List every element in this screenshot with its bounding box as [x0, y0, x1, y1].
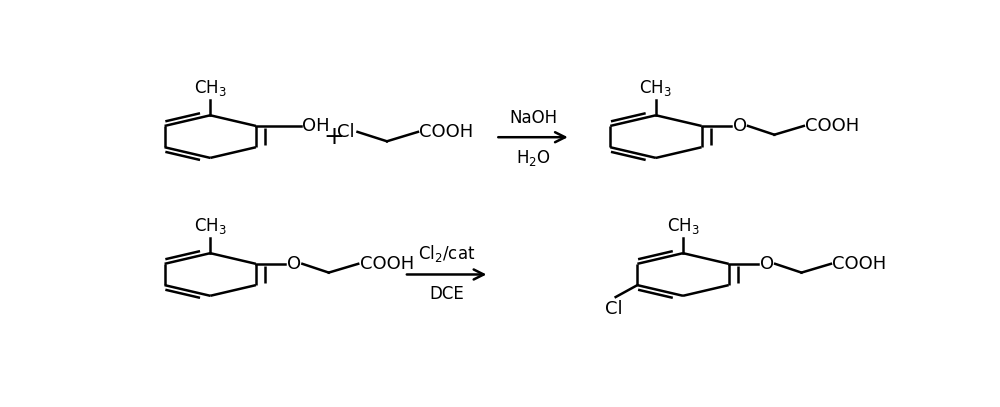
Text: CH$_3$: CH$_3$ [639, 78, 672, 98]
Text: COOH: COOH [360, 255, 414, 273]
Text: OH: OH [302, 117, 330, 135]
Text: +: + [324, 125, 345, 149]
Text: CH$_3$: CH$_3$ [194, 216, 227, 236]
Text: NaOH: NaOH [509, 109, 557, 127]
Text: COOH: COOH [805, 117, 860, 135]
Text: COOH: COOH [420, 123, 474, 141]
Text: H$_2$O: H$_2$O [516, 148, 551, 168]
Text: Cl$_2$/cat: Cl$_2$/cat [418, 243, 475, 263]
Text: Cl: Cl [605, 300, 623, 317]
Text: CH$_3$: CH$_3$ [667, 216, 699, 236]
Text: O: O [760, 255, 774, 273]
Text: CH$_3$: CH$_3$ [194, 78, 227, 98]
Text: O: O [733, 117, 747, 135]
Text: DCE: DCE [429, 285, 464, 304]
Text: COOH: COOH [832, 255, 887, 273]
Text: O: O [287, 255, 301, 273]
Text: Cl: Cl [337, 123, 354, 141]
